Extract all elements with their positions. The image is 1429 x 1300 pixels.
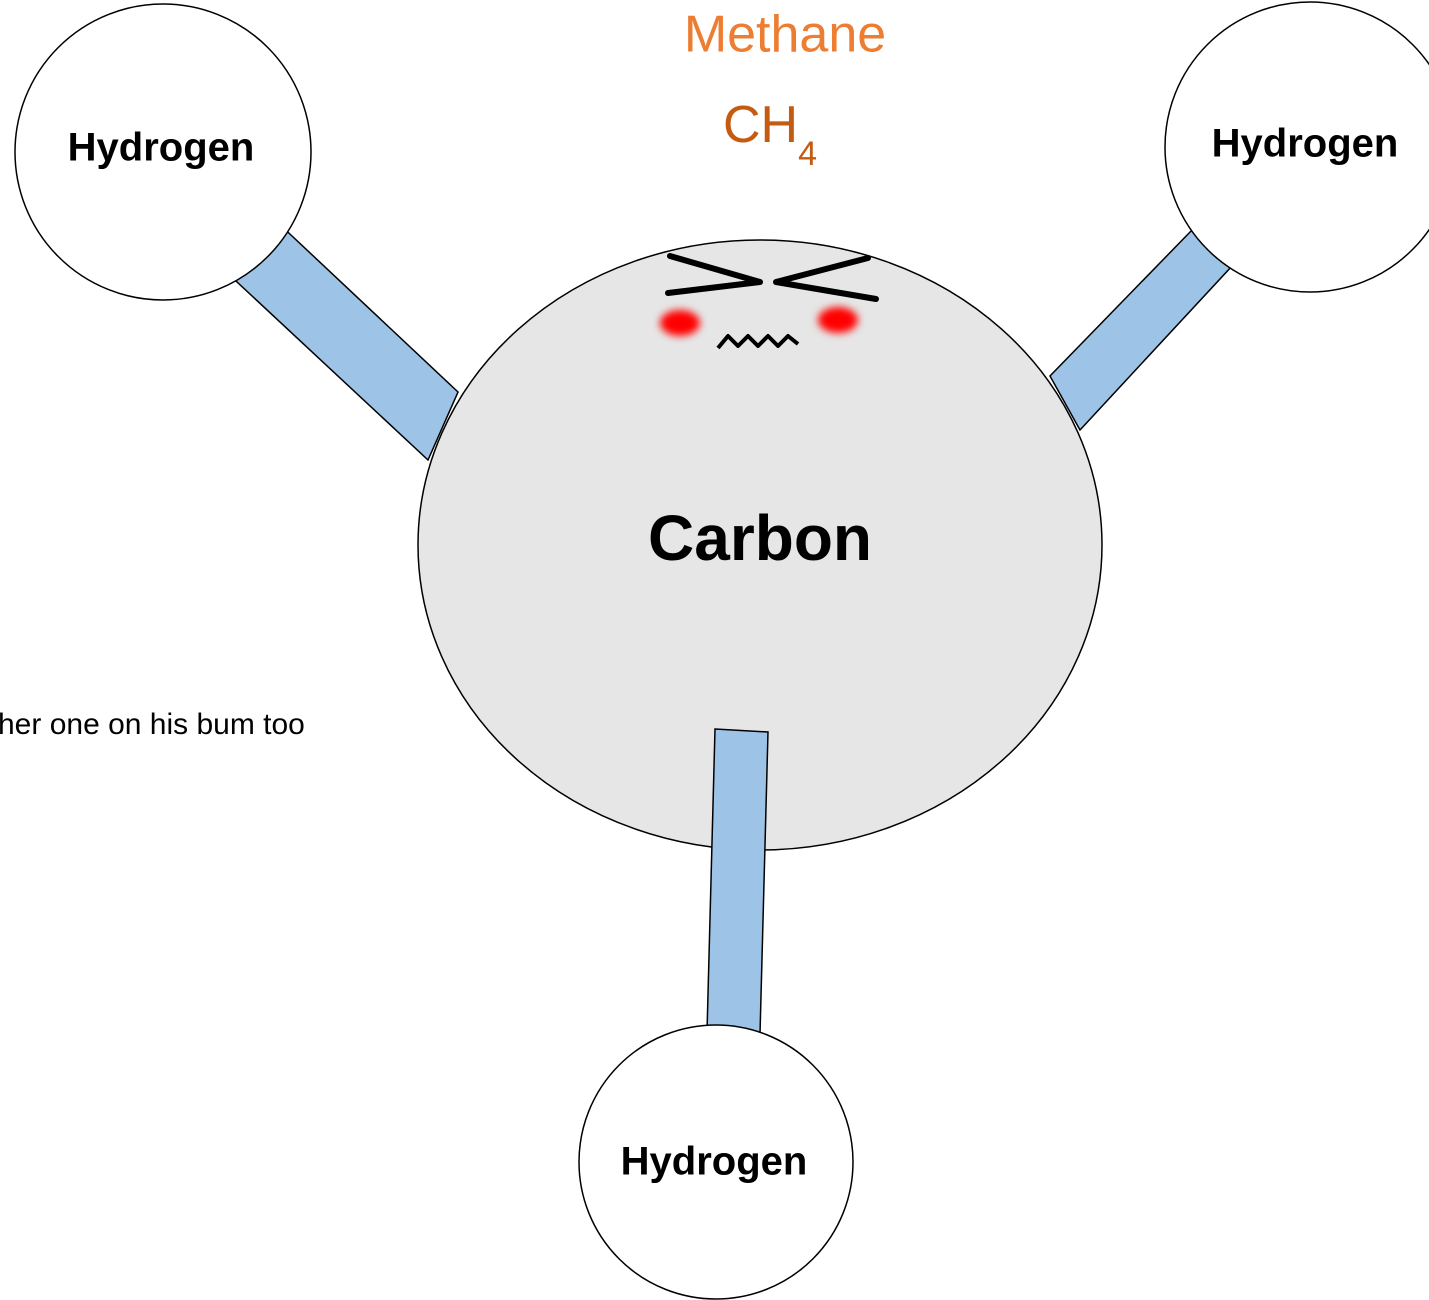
hydrogen-atom [14, 3, 312, 301]
hydrogen-label: Hydrogen [621, 1140, 808, 1184]
blush [660, 310, 700, 336]
mouth [716, 334, 800, 350]
hydrogen-label: Hydrogen [1212, 122, 1399, 166]
hydrogen-label: Hydrogen [68, 126, 255, 170]
bond [706, 728, 769, 1035]
hydrogen-atom [578, 1024, 854, 1300]
eye [665, 253, 763, 296]
formula: CH4 [723, 96, 817, 173]
formula-subscript: 4 [798, 135, 817, 173]
note: her one on his bum too [0, 708, 305, 741]
bond [1049, 228, 1234, 432]
blush [818, 307, 858, 333]
formula-main: CH [723, 96, 798, 154]
title: Methane [684, 6, 886, 64]
eye [773, 255, 879, 302]
hydrogen-atom [1164, 1, 1429, 293]
carbon-label: Carbon [648, 502, 872, 574]
